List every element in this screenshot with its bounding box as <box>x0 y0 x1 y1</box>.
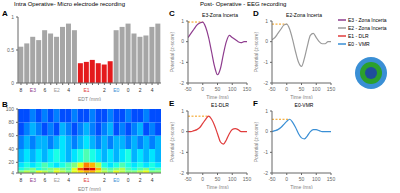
svg-text:4: 4 <box>151 87 154 93</box>
svg-text:Time (ms): Time (ms) <box>290 184 313 189</box>
svg-text:150: 150 <box>327 86 336 92</box>
svg-text:-2: -2 <box>180 80 185 86</box>
svg-text:-50: -50 <box>184 86 191 92</box>
svg-text:20: 20 <box>8 159 14 165</box>
svg-text:E1: E1 <box>83 87 89 93</box>
svg-text:100: 100 <box>8 106 14 112</box>
html-text:Intra Operative- Micro electro: Intra Operative- Micro electrode recordi… <box>14 1 125 7</box>
svg-text:150: 150 <box>243 176 252 182</box>
svg-text:100: 100 <box>228 86 237 92</box>
svg-text:0: 0 <box>11 80 14 86</box>
svg-text:E1: E1 <box>83 177 89 183</box>
svg-text:6: 6 <box>43 177 46 183</box>
svg-text:E0: E0 <box>113 87 119 93</box>
html-text:Post- Operative - EEG recordin: Post- Operative - EEG recording <box>200 1 287 7</box>
html-text:E0-VMR: E0-VMR <box>294 102 314 108</box>
svg-text:2: 2 <box>103 177 106 183</box>
svg-text:-1: -1 <box>264 59 269 65</box>
svg-text:0: 0 <box>181 38 184 44</box>
html-text:E3-Zona Incerta: E3-Zona Incerta <box>202 12 238 18</box>
svg-text:E2: E2 <box>54 87 60 93</box>
svg-text:-2: -2 <box>264 170 269 176</box>
svg-text:8: 8 <box>20 177 23 183</box>
svg-text:Potential (z-score): Potential (z-score) <box>169 31 175 72</box>
svg-text:Potential (z-score): Potential (z-score) <box>169 121 175 162</box>
svg-text:6: 6 <box>43 87 46 93</box>
html-text:D: D <box>253 9 259 18</box>
svg-text:E0: E0 <box>113 177 119 183</box>
html-text:E2 - Zona Incerta: E2 - Zona Incerta <box>348 25 387 31</box>
svg-text:80: 80 <box>8 119 14 125</box>
svg-text:8: 8 <box>20 87 23 93</box>
svg-text:-2: -2 <box>264 80 269 86</box>
svg-text:150: 150 <box>327 176 336 182</box>
svg-text:E3: E3 <box>30 87 36 93</box>
svg-text:-50: -50 <box>184 176 191 182</box>
svg-text:50: 50 <box>215 176 221 182</box>
svg-text:100: 100 <box>312 86 321 92</box>
svg-text:4: 4 <box>11 170 14 176</box>
svg-text:-50: -50 <box>268 86 275 92</box>
svg-text:EDT (mm): EDT (mm) <box>78 186 101 191</box>
html-text:E1-DLR: E1-DLR <box>211 102 229 108</box>
svg-text:-1: -1 <box>180 149 185 155</box>
svg-text:60: 60 <box>8 132 14 138</box>
svg-text:E2: E2 <box>54 177 60 183</box>
svg-text:1: 1 <box>181 18 184 24</box>
svg-text:0: 0 <box>285 176 288 182</box>
html-text:E3 - Zona Incerta: E3 - Zona Incerta <box>348 17 387 23</box>
svg-text:1: 1 <box>11 14 14 20</box>
svg-text:0: 0 <box>265 128 268 134</box>
html-text:B: B <box>2 100 8 109</box>
svg-text:-50: -50 <box>268 176 275 182</box>
html-text:E: E <box>169 99 175 108</box>
svg-text:50: 50 <box>215 86 221 92</box>
svg-text:-1: -1 <box>264 149 269 155</box>
svg-text:150: 150 <box>243 86 252 92</box>
svg-text:1: 1 <box>265 108 268 114</box>
svg-text:-2: -2 <box>180 170 185 176</box>
svg-text:-1: -1 <box>180 59 185 65</box>
svg-text:50: 50 <box>299 176 305 182</box>
svg-text:1: 1 <box>265 18 268 24</box>
html-text:A: A <box>2 9 8 18</box>
svg-text:2: 2 <box>103 87 106 93</box>
html-text:C: C <box>169 9 175 18</box>
svg-text:100: 100 <box>312 176 321 182</box>
svg-text:0: 0 <box>127 87 130 93</box>
svg-text:E3: E3 <box>30 177 36 183</box>
svg-text:2: 2 <box>139 177 142 183</box>
svg-text:50: 50 <box>299 86 305 92</box>
svg-text:0.5: 0.5 <box>8 47 14 53</box>
svg-text:4: 4 <box>151 177 154 183</box>
svg-text:0: 0 <box>201 176 204 182</box>
svg-text:1: 1 <box>181 108 184 114</box>
svg-text:0: 0 <box>127 177 130 183</box>
svg-text:4: 4 <box>67 87 70 93</box>
svg-text:EDT (mm): EDT (mm) <box>78 96 101 101</box>
svg-text:40: 40 <box>8 146 14 152</box>
svg-text:Potential (z-score): Potential (z-score) <box>253 31 259 72</box>
html-text:F: F <box>253 99 258 108</box>
svg-text:4: 4 <box>67 177 70 183</box>
svg-text:Time (ms): Time (ms) <box>290 94 313 99</box>
svg-text:100: 100 <box>228 176 237 182</box>
svg-text:0: 0 <box>201 86 204 92</box>
html-text:E0 - VMR: E0 - VMR <box>348 41 370 47</box>
svg-text:2: 2 <box>139 87 142 93</box>
svg-text:0: 0 <box>265 38 268 44</box>
svg-text:0: 0 <box>285 86 288 92</box>
svg-text:Time (ms): Time (ms) <box>206 94 229 99</box>
html-text:E1 - DLR: E1 - DLR <box>348 33 369 39</box>
svg-text:Time (ms): Time (ms) <box>206 184 229 189</box>
svg-text:Potential (z-score): Potential (z-score) <box>253 121 259 162</box>
html-text:E2-Zona Incerta: E2-Zona Incerta <box>286 12 322 18</box>
svg-text:0: 0 <box>181 128 184 134</box>
